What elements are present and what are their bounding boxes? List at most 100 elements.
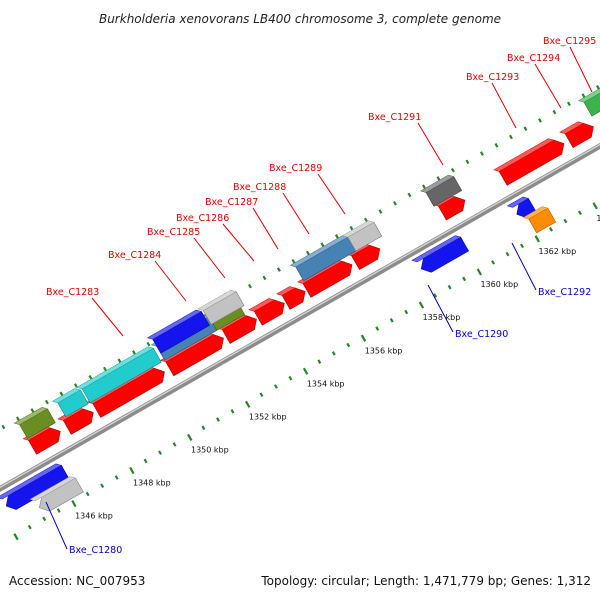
scale-minor-tick — [56, 508, 61, 513]
outer-tick — [262, 275, 267, 281]
scale-minor-tick — [100, 483, 105, 489]
scale-major-tick — [476, 268, 483, 276]
outer-tick — [44, 399, 49, 405]
outer-tick — [349, 225, 354, 231]
gene-label[interactable]: Bxe_C1285 — [147, 227, 200, 238]
outer-tick — [378, 209, 383, 214]
label-leader-line — [154, 260, 187, 302]
scale-major-tick — [302, 367, 309, 375]
scale-minor-tick — [158, 450, 163, 455]
gene-reverse-orange[interactable] — [522, 206, 557, 234]
outer-tick — [1, 424, 6, 430]
scale-minor-tick — [143, 458, 148, 464]
scale-minor-tick — [27, 524, 32, 530]
scale-minor-tick — [201, 425, 206, 431]
gene-forward[interactable] — [559, 121, 594, 149]
outer-tick — [407, 192, 412, 198]
outer-tick — [15, 416, 20, 421]
outer-tick — [421, 184, 426, 189]
gene-reverse-gray[interactable] — [29, 476, 84, 512]
scale-minor-tick — [375, 326, 380, 331]
scale-minor-tick — [114, 475, 119, 480]
scale-major-tick — [418, 301, 425, 309]
label-leader-line — [222, 223, 255, 262]
label-leader-line — [317, 173, 346, 215]
gene-forward-blue[interactable] — [146, 309, 210, 354]
outer-tick — [102, 366, 107, 372]
label-leader-line — [91, 297, 124, 337]
gene-label[interactable]: Bxe_C1295 — [543, 36, 596, 47]
topology-text: Topology: circular; Length: 1,471,779 bp… — [260, 574, 591, 588]
scale-major-tick — [129, 466, 135, 475]
outer-tick — [334, 234, 339, 239]
scale-label: 1346 kbp — [75, 512, 113, 521]
label-leader-line — [534, 63, 562, 109]
scale-minor-tick — [505, 251, 510, 257]
gene-forward[interactable] — [493, 138, 565, 186]
gene-reverse[interactable] — [411, 235, 470, 273]
outer-tick — [596, 85, 600, 90]
gene-forward-olive[interactable] — [13, 407, 56, 439]
scale-label: 1350 kbp — [191, 446, 229, 455]
outer-tick — [479, 151, 484, 156]
gene-label[interactable]: Bxe_C1284 — [108, 250, 161, 261]
scale-minor-tick — [230, 409, 235, 414]
scale-minor-tick — [404, 309, 409, 315]
outer-tick — [146, 341, 151, 347]
scale-major-tick — [13, 533, 19, 541]
scale-label: 1362 kbp — [539, 247, 577, 256]
gene-forward[interactable] — [248, 298, 285, 326]
gene-label[interactable]: Bxe_C1294 — [507, 53, 560, 64]
gene-forward[interactable] — [275, 286, 306, 310]
scale-minor-tick — [577, 210, 582, 216]
outer-tick — [465, 159, 470, 165]
outer-tick — [276, 267, 281, 272]
scale-label: 1348 kbp — [133, 479, 171, 488]
gene-label[interactable]: Bxe_C1283 — [46, 287, 99, 298]
scale-label: 1352 kbp — [249, 412, 287, 421]
scale-major-tick — [187, 433, 193, 442]
gene-label[interactable]: Bxe_C1291 — [368, 112, 421, 123]
backbone-line — [0, 142, 600, 492]
gene-label[interactable]: Bxe_C1287 — [205, 197, 258, 208]
gene-forward-darkgray[interactable] — [419, 174, 463, 207]
scale-label: 1356 kbp — [365, 346, 403, 355]
gene-label[interactable]: Bxe_C1292 — [538, 287, 591, 298]
scale-minor-tick — [273, 384, 278, 389]
outer-tick — [247, 283, 252, 289]
outer-tick — [363, 217, 368, 223]
outer-tick — [30, 408, 35, 413]
scale-label: 1354 kbp — [307, 379, 345, 388]
scale-minor-tick — [288, 375, 293, 381]
outer-tick — [88, 374, 93, 380]
gene-forward-gray[interactable] — [341, 220, 383, 252]
scale-minor-tick — [433, 293, 438, 298]
scale-minor-tick — [563, 218, 568, 224]
scale-minor-tick — [331, 351, 336, 356]
gene-label[interactable]: Bxe_C1280 — [69, 545, 122, 556]
gene-forward-cyan[interactable] — [76, 346, 162, 404]
gene-reverse[interactable] — [0, 463, 70, 510]
outer-tick — [509, 134, 513, 140]
gene-label[interactable]: Bxe_C1290 — [455, 329, 508, 340]
gene-label[interactable]: Bxe_C1293 — [466, 72, 519, 83]
gene-label[interactable]: Bxe_C1289 — [269, 163, 322, 174]
scale-label: 1360 kbp — [481, 280, 519, 289]
outer-tick — [494, 143, 499, 148]
scale-minor-tick — [317, 359, 322, 364]
map-title: Burkholderia xenovorans LB400 chromosome… — [99, 12, 501, 26]
gene-forward-cyan[interactable] — [51, 388, 89, 418]
outer-tick — [450, 167, 455, 173]
label-leader-line — [282, 192, 310, 235]
gene-label[interactable]: Bxe_C1288 — [233, 182, 286, 193]
scale-major-tick — [534, 235, 540, 243]
gene-forward-green[interactable] — [577, 82, 600, 117]
label-leader-line — [427, 284, 454, 333]
outer-tick — [59, 391, 64, 397]
scale-major-tick — [360, 334, 367, 342]
gene-forward-gray[interactable] — [197, 289, 245, 325]
scale-minor-tick — [549, 227, 553, 232]
chromosome-backbone — [0, 142, 600, 492]
gene-label[interactable]: Bxe_C1286 — [176, 213, 229, 224]
outer-tick — [305, 250, 310, 256]
